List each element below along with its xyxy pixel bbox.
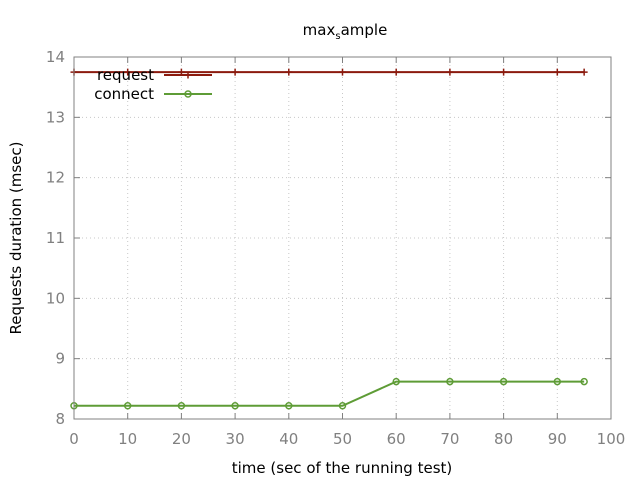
- request-point: [285, 68, 293, 76]
- request-point: [124, 68, 132, 76]
- connect-point: [285, 401, 293, 410]
- legend-marker-request: [184, 71, 192, 79]
- connect-point: [338, 401, 347, 410]
- x-tick-label: 90: [548, 430, 567, 448]
- x-tick-label: 80: [494, 430, 513, 448]
- request-point: [580, 68, 588, 76]
- x-axis-label: time (sec of the running test): [232, 459, 453, 477]
- x-tick-label: 10: [118, 430, 137, 448]
- chart-title-suffix: ample: [341, 21, 388, 39]
- legend-label-connect: connect: [94, 85, 154, 103]
- connect-line: [74, 380, 585, 407]
- series-request: [70, 68, 588, 76]
- axis-ticks: 0 10 20 30 40 50 60 70 80 90 100 8 9 10 11 12 13 14: [46, 48, 625, 448]
- chart-title-subscript: s: [335, 31, 340, 42]
- chart-title: maxsample: [303, 21, 388, 42]
- y-tick-label: 13: [46, 108, 65, 126]
- y-tick-label: 14: [46, 48, 65, 66]
- x-tick-label: 20: [172, 430, 191, 448]
- request-point: [446, 68, 454, 76]
- x-tick-label: 70: [440, 430, 459, 448]
- y-tick-label: 8: [55, 410, 65, 428]
- x-tick-label: 30: [226, 430, 245, 448]
- x-tick-label: 40: [279, 430, 298, 448]
- x-tick-label: 0: [69, 430, 79, 448]
- plot-area: [70, 68, 588, 410]
- request-point: [392, 68, 400, 76]
- y-axis-label: Requests duration (msec): [7, 141, 25, 334]
- y-tick-label: 10: [46, 289, 65, 307]
- request-point: [231, 68, 239, 76]
- connect-point: [231, 401, 239, 410]
- request-point: [339, 68, 346, 76]
- y-tick-label: 12: [46, 169, 65, 187]
- x-tick-label: 100: [597, 430, 626, 448]
- y-tick-label: 9: [55, 350, 65, 368]
- x-tick-label: 60: [387, 430, 406, 448]
- grid-lines: [74, 57, 611, 419]
- y-tick-label: 11: [46, 229, 65, 247]
- series-connect: [70, 377, 588, 410]
- connect-point: [499, 377, 508, 386]
- connect-point: [392, 377, 400, 386]
- connect-point: [580, 377, 588, 386]
- request-point: [553, 68, 561, 76]
- chart-title-main: max: [303, 21, 336, 39]
- connect-point: [446, 377, 454, 386]
- x-tick-label: 50: [333, 430, 352, 448]
- connect-point: [553, 377, 562, 386]
- connect-point: [177, 401, 186, 410]
- legend-marker-connect: [184, 90, 192, 98]
- request-point: [500, 68, 508, 76]
- connect-point: [123, 401, 132, 410]
- legend-label-request: request: [97, 66, 154, 84]
